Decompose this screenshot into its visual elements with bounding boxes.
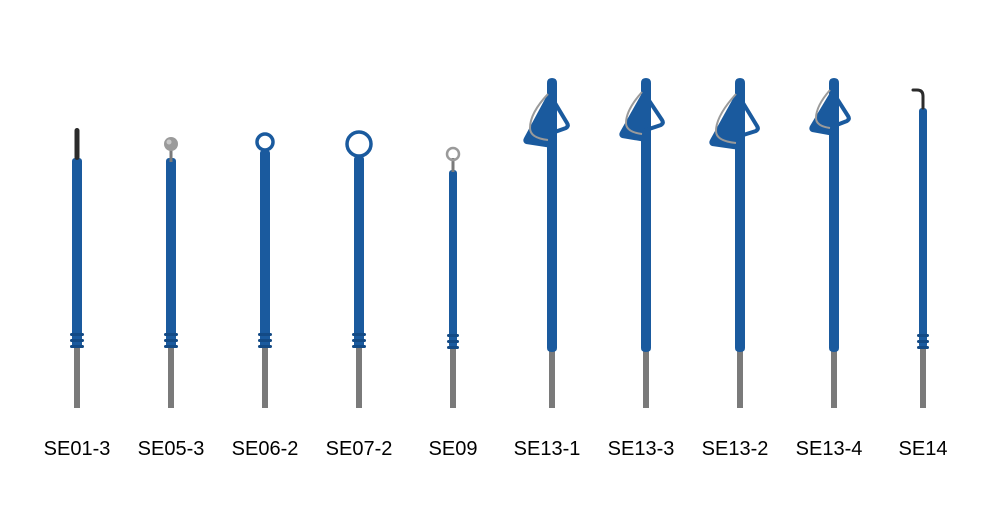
electrode-label: SE13-3 [608,438,675,461]
electrode-figure-sail [688,68,782,408]
catalog-item: SE06-2 [218,68,312,461]
electrode-figure-sail [594,68,688,408]
catalog-item: SE13-1 [500,68,594,461]
catalog-item: SE13-2 [688,68,782,461]
electrode-label: SE13-2 [702,438,769,461]
electrode-figure-sail [782,68,876,408]
electrode-figure-ball [124,68,218,408]
electrode-label: SE09 [429,438,478,461]
catalog-item: SE13-3 [594,68,688,461]
electrode-label: SE06-2 [232,438,299,461]
catalog-item: SE13-4 [782,68,876,461]
catalog-item: SE14 [876,68,970,461]
electrode-figure-sail [500,68,594,408]
electrode-figure-loop-small [218,68,312,408]
catalog-item: SE01-3 [30,68,124,461]
electrode-label: SE05-3 [138,438,205,461]
electrode-figure-loop-tiny [406,68,500,408]
electrode-figure-hook [876,68,970,408]
catalog-item: SE05-3 [124,68,218,461]
electrode-label: SE13-4 [796,438,863,461]
catalog-item: SE07-2 [312,68,406,461]
catalog-item: SE09 [406,68,500,461]
electrode-label: SE14 [899,438,948,461]
electrode-label: SE01-3 [44,438,111,461]
electrode-figure-loop-large [312,68,406,408]
electrode-figure-spatula [30,68,124,408]
electrode-label: SE13-1 [514,438,581,461]
electrode-label: SE07-2 [326,438,393,461]
electrode-catalog-row: SE01-3 SE05-3 [0,0,1000,511]
